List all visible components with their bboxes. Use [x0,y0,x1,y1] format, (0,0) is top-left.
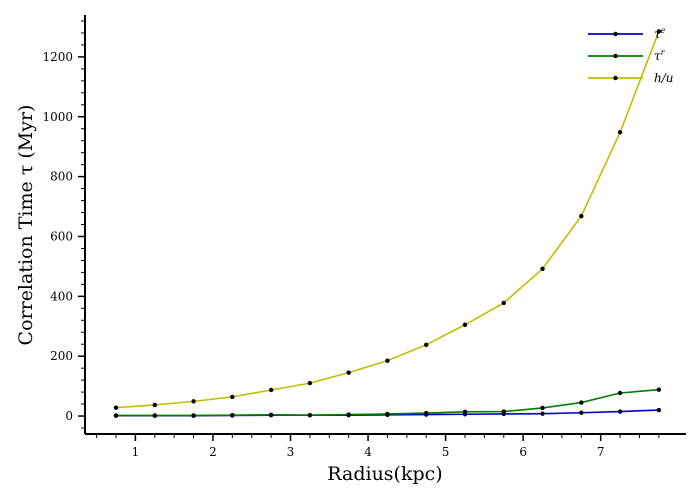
legend-label-superscript: e [661,26,666,35]
data-point [540,405,545,411]
data-point [656,407,662,413]
data-point [462,322,468,327]
legend-label-1: τr [654,48,666,63]
data-point [152,413,157,418]
data-point [579,400,584,405]
x-tick-label: 2 [209,445,217,459]
data-point [268,387,274,393]
legend-label-superscript: r [661,48,666,57]
series-line-2 [115,31,660,409]
data-point [346,412,351,417]
data-point [656,387,662,392]
data-point [617,130,623,135]
legend-label-0: τe [654,26,666,41]
data-point [501,409,506,414]
data-point [230,412,235,418]
data-point [191,413,196,418]
y-tick-label: 0 [65,409,73,423]
plot-area [113,29,662,418]
legend-marker [613,53,618,59]
data-point [346,370,351,375]
data-point [540,266,545,271]
y-tick-label: 1200 [42,50,73,64]
legend-marker [613,75,618,81]
series-line-1 [116,388,659,417]
tick-group: 1 2 3 4 5 6 7 0 200 400 600 800 1000 1200 [42,20,660,459]
y-tick-label: 600 [50,229,73,243]
x-tick-label: 3 [287,445,295,459]
legend-label-2: h/u [654,71,674,85]
x-tick-label: 7 [597,445,605,459]
data-point [268,412,274,418]
legend-label-base: τ [654,27,661,41]
data-point [385,411,390,417]
legend-label-base: h/u [654,71,674,85]
data-point [424,342,429,348]
x-tick-label: 6 [519,445,527,459]
y-tick-label: 200 [50,349,73,363]
y-tick-label: 1000 [42,110,73,124]
data-point [113,413,119,418]
data-point [656,29,662,34]
data-point [424,410,429,416]
x-axis-title: Radius(kpc) [327,463,442,485]
data-point [307,380,313,386]
y-axis-title: Correlation Time τ (Myr) [15,105,37,346]
data-point [152,402,157,408]
x-tick-label: 5 [442,445,450,459]
data-point [385,358,390,363]
data-point [579,410,584,415]
legend-marker [613,31,618,37]
x-tick-label: 1 [132,445,140,459]
data-point [113,405,119,410]
data-point [617,409,623,414]
data-point [501,300,506,306]
data-point [191,399,196,404]
x-tick-label: 4 [364,445,372,459]
y-tick-label: 800 [50,170,73,184]
data-point [540,411,545,416]
y-tick-label: 400 [50,289,73,303]
data-point [307,412,313,418]
data-point [462,409,468,415]
legend-label-base: τ [654,49,661,63]
data-point [579,213,584,219]
data-point [617,390,623,396]
data-point [230,394,235,400]
